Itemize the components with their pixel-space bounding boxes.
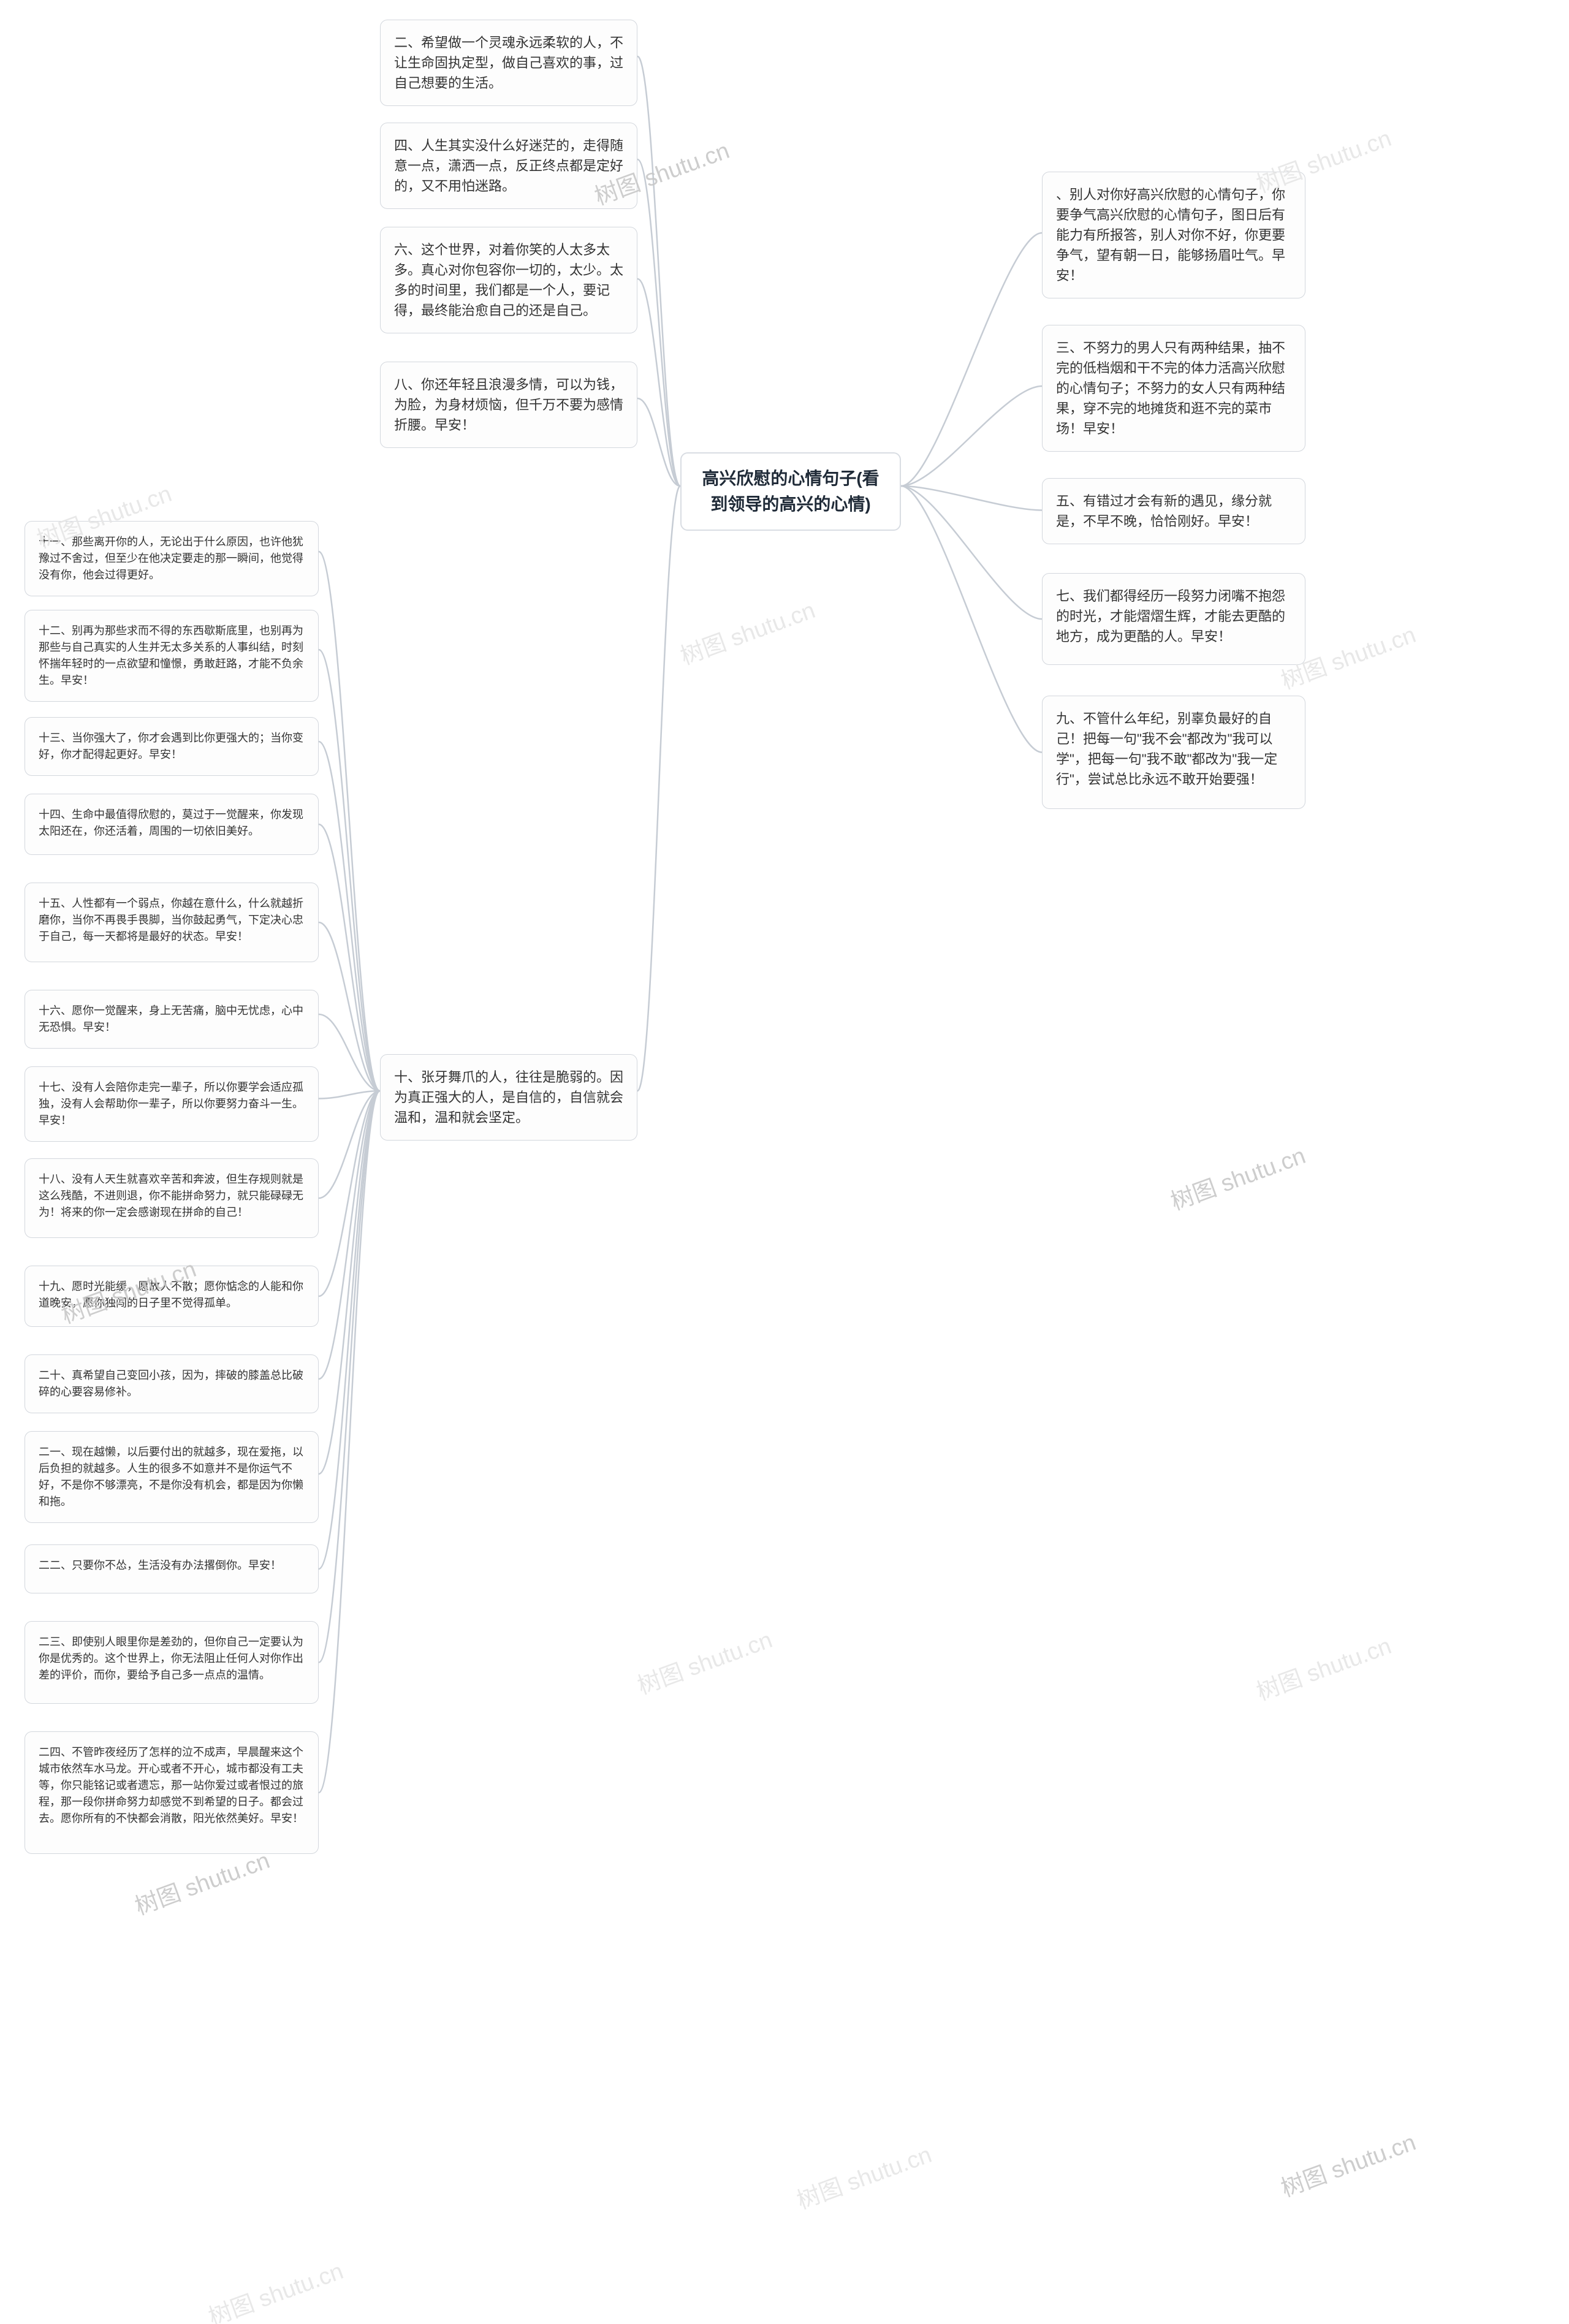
watermark: 树图 shutu.cn	[632, 1621, 776, 1701]
watermark: 树图 shutu.cn	[791, 2136, 935, 2216]
leaf-node-l18: 十八、没有人天生就喜欢辛苦和奔波，但生存规则就是这么残酷，不进则退，你不能拼命努…	[25, 1158, 319, 1238]
watermark: 树图 shutu.cn	[1251, 1627, 1395, 1707]
root-node: 高兴欣慰的心情句子(看到领导的高兴的心情)	[680, 452, 901, 531]
mid-node-m2: 二、希望做一个灵魂永远柔软的人，不让生命固执定型，做自己喜欢的事，过自己想要的生…	[380, 20, 637, 106]
watermark: 树图 shutu.cn	[675, 591, 819, 671]
leaf-node-l13: 十三、当你强大了，你才会遇到比你更强大的；当你变好，你才配得起更好。早安！	[25, 717, 319, 776]
leaf-node-l23: 二三、即使别人眼里你是差劲的，但你自己一定要认为你是优秀的。这个世界上，你无法阻…	[25, 1621, 319, 1704]
mid-node-m6: 六、这个世界，对着你笑的人太多太多。真心对你包容你一切的，太少。太多的时间里，我…	[380, 227, 637, 333]
leaf-node-l19: 十九、愿时光能缓，愿故人不散；愿你惦念的人能和你道晚安，愿你独闯的日子里不觉得孤…	[25, 1266, 319, 1327]
mid-node-m8: 八、你还年轻且浪漫多情，可以为钱，为脸，为身材烦恼，但千万不要为感情折腰。早安！	[380, 362, 637, 448]
mid-node-m4: 四、人生其实没什么好迷茫的，走得随意一点，潇洒一点，反正终点都是定好的，又不用怕…	[380, 123, 637, 209]
right-node-r5: 五、有错过才会有新的遇见，缘分就是，不早不晚，恰恰刚好。早安！	[1042, 478, 1305, 544]
leaf-node-l24: 二四、不管昨夜经历了怎样的泣不成声，早晨醒来这个城市依然车水马龙。开心或者不开心…	[25, 1731, 319, 1854]
watermark: 树图 shutu.cn	[1275, 2124, 1419, 2203]
right-node-r1: 、别人对你好高兴欣慰的心情句子，你要争气高兴欣慰的心情句子，图日后有能力有所报答…	[1042, 172, 1305, 298]
leaf-node-l11: 十一、那些离开你的人，无论出于什么原因，也许他犹豫过不舍过，但至少在他决定要走的…	[25, 521, 319, 596]
leaf-node-l14: 十四、生命中最值得欣慰的，莫过于一觉醒来，你发现太阳还在，你还活着，周围的一切依…	[25, 794, 319, 855]
leaf-node-l15: 十五、人性都有一个弱点，你越在意什么，什么就越折磨你，当你不再畏手畏脚，当你鼓起…	[25, 883, 319, 962]
leaf-node-l21: 二一、现在越懒，以后要付出的就越多，现在爱拖，以后负担的就越多。人生的很多不如意…	[25, 1431, 319, 1523]
leaf-node-l17: 十七、没有人会陪你走完一辈子，所以你要学会适应孤独，没有人会帮助你一辈子，所以你…	[25, 1066, 319, 1142]
watermark: 树图 shutu.cn	[1165, 1137, 1309, 1217]
leaf-node-l12: 十二、别再为那些求而不得的东西歇斯底里，也别再为那些与自己真实的人生并无太多关系…	[25, 610, 319, 702]
watermark: 树图 shutu.cn	[203, 2252, 347, 2324]
right-node-r3: 三、不努力的男人只有两种结果，抽不完的低档烟和干不完的体力活高兴欣慰的心情句子；…	[1042, 325, 1305, 452]
right-node-r9: 九、不管什么年纪，别辜负最好的自己！把每一句"我不会"都改为"我可以学"，把每一…	[1042, 696, 1305, 809]
leaf-node-l22: 二二、只要你不怂，生活没有办法撂倒你。早安！	[25, 1544, 319, 1593]
leaf-node-l20: 二十、真希望自己变回小孩，因为，摔破的膝盖总比破碎的心要容易修补。	[25, 1354, 319, 1413]
right-node-r7: 七、我们都得经历一段努力闭嘴不抱怨的时光，才能熠熠生辉，才能去更酷的地方，成为更…	[1042, 573, 1305, 665]
mindmap-canvas: 高兴欣慰的心情句子(看到领导的高兴的心情) 二、希望做一个灵魂永远柔软的人，不让生…	[0, 0, 1569, 2324]
leaf-node-l16: 十六、愿你一觉醒来，身上无苦痛，脑中无忧虑，心中无恐惧。早安！	[25, 990, 319, 1049]
mid-node-m10: 十、张牙舞爪的人，往往是脆弱的。因为真正强大的人，是自信的，自信就会温和，温和就…	[380, 1054, 637, 1141]
